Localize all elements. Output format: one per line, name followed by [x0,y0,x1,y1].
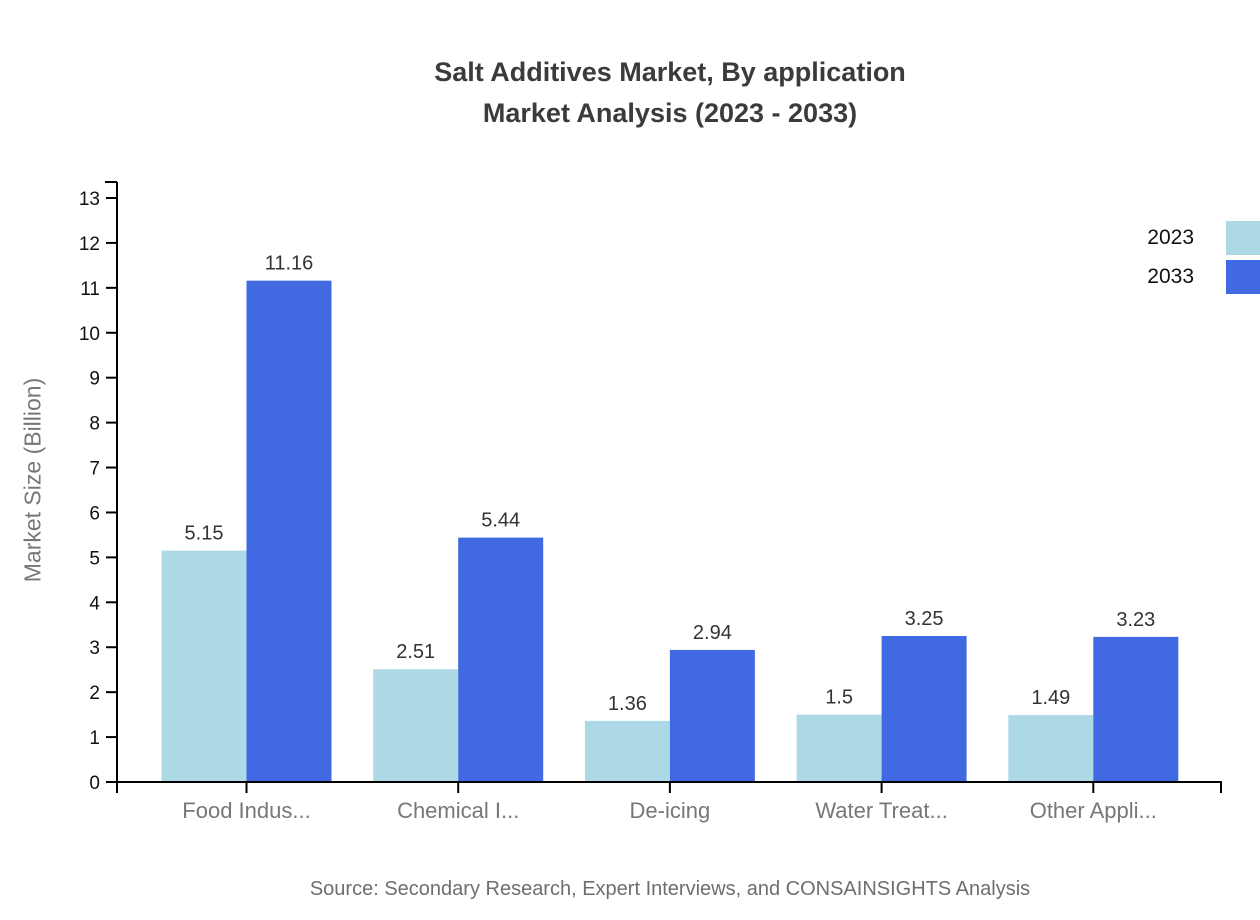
x-category-label-water-treat: Water Treat... [815,798,947,823]
legend-item-2033: 2033 [1147,260,1260,294]
y-tick-label-0: 0 [89,773,100,794]
bar-2033-food-indus [246,280,332,782]
bar-2033-de-icing [669,649,755,782]
y-tick-label-13: 13 [79,189,100,210]
x-category-label-de-icing: De-icing [630,798,711,823]
bar-2023-food-indus [161,550,247,782]
y-tick-label-2: 2 [89,683,100,704]
y-tick-label-12: 12 [79,234,100,255]
value-label-2033-other-appli: 3.23 [1116,609,1155,631]
y-tick-label-5: 5 [89,548,100,569]
value-label-2033-de-icing: 2.94 [693,622,732,644]
chart-title-line2: Market Analysis (2023 - 2033) [482,98,858,128]
y-tick-label-10: 10 [79,324,100,345]
y-tick-label-7: 7 [89,459,100,480]
y-tick-label-6: 6 [89,503,100,524]
bar-2023-de-icing [584,720,670,782]
legend-item-2023: 2023 [1147,221,1260,255]
bar-2023-other-appli [1008,715,1094,782]
x-category-label-chemical-i: Chemical I... [397,798,519,823]
value-label-2033-chemical-i: 5.44 [481,510,520,532]
chart-title: Salt Additives Market, By application Ma… [80,52,1260,134]
bar-2033-water-treat [881,636,967,782]
legend-swatch-2033 [1226,260,1260,294]
bar-2023-water-treat [796,714,882,782]
x-category-label-other-appli: Other Appli... [1030,798,1157,823]
y-tick-label-3: 3 [89,638,100,659]
value-label-2023-chemical-i: 2.51 [396,641,435,663]
legend-swatch-2023 [1226,221,1260,255]
value-label-2023-water-treat: 1.5 [825,687,853,709]
bar-2023-chemical-i [373,669,459,782]
value-label-2033-water-treat: 3.25 [905,608,944,630]
bar-2033-chemical-i [458,537,544,782]
source-attribution: Source: Secondary Research, Expert Inter… [309,878,1031,900]
value-label-2023-de-icing: 1.36 [608,693,647,715]
legend-label-2033: 2033 [1147,265,1194,288]
legend: 2023 2033 [1147,221,1260,294]
bar-2033-other-appli [1093,636,1179,782]
legend-label-2023: 2023 [1147,226,1194,249]
value-label-2023-food-indus: 5.15 [185,523,224,545]
x-category-label-food-indus: Food Indus... [182,798,310,823]
value-label-2033-food-indus: 11.16 [265,253,314,275]
y-tick-label-11: 11 [80,279,100,300]
y-tick-label-9: 9 [89,369,100,390]
value-label-2023-other-appli: 1.49 [1031,687,1070,709]
y-tick-label-8: 8 [89,414,100,435]
y-tick-label-1: 1 [89,728,100,749]
y-tick-label-4: 4 [89,593,100,614]
chart-title-line1: Salt Additives Market, By application [434,57,906,87]
